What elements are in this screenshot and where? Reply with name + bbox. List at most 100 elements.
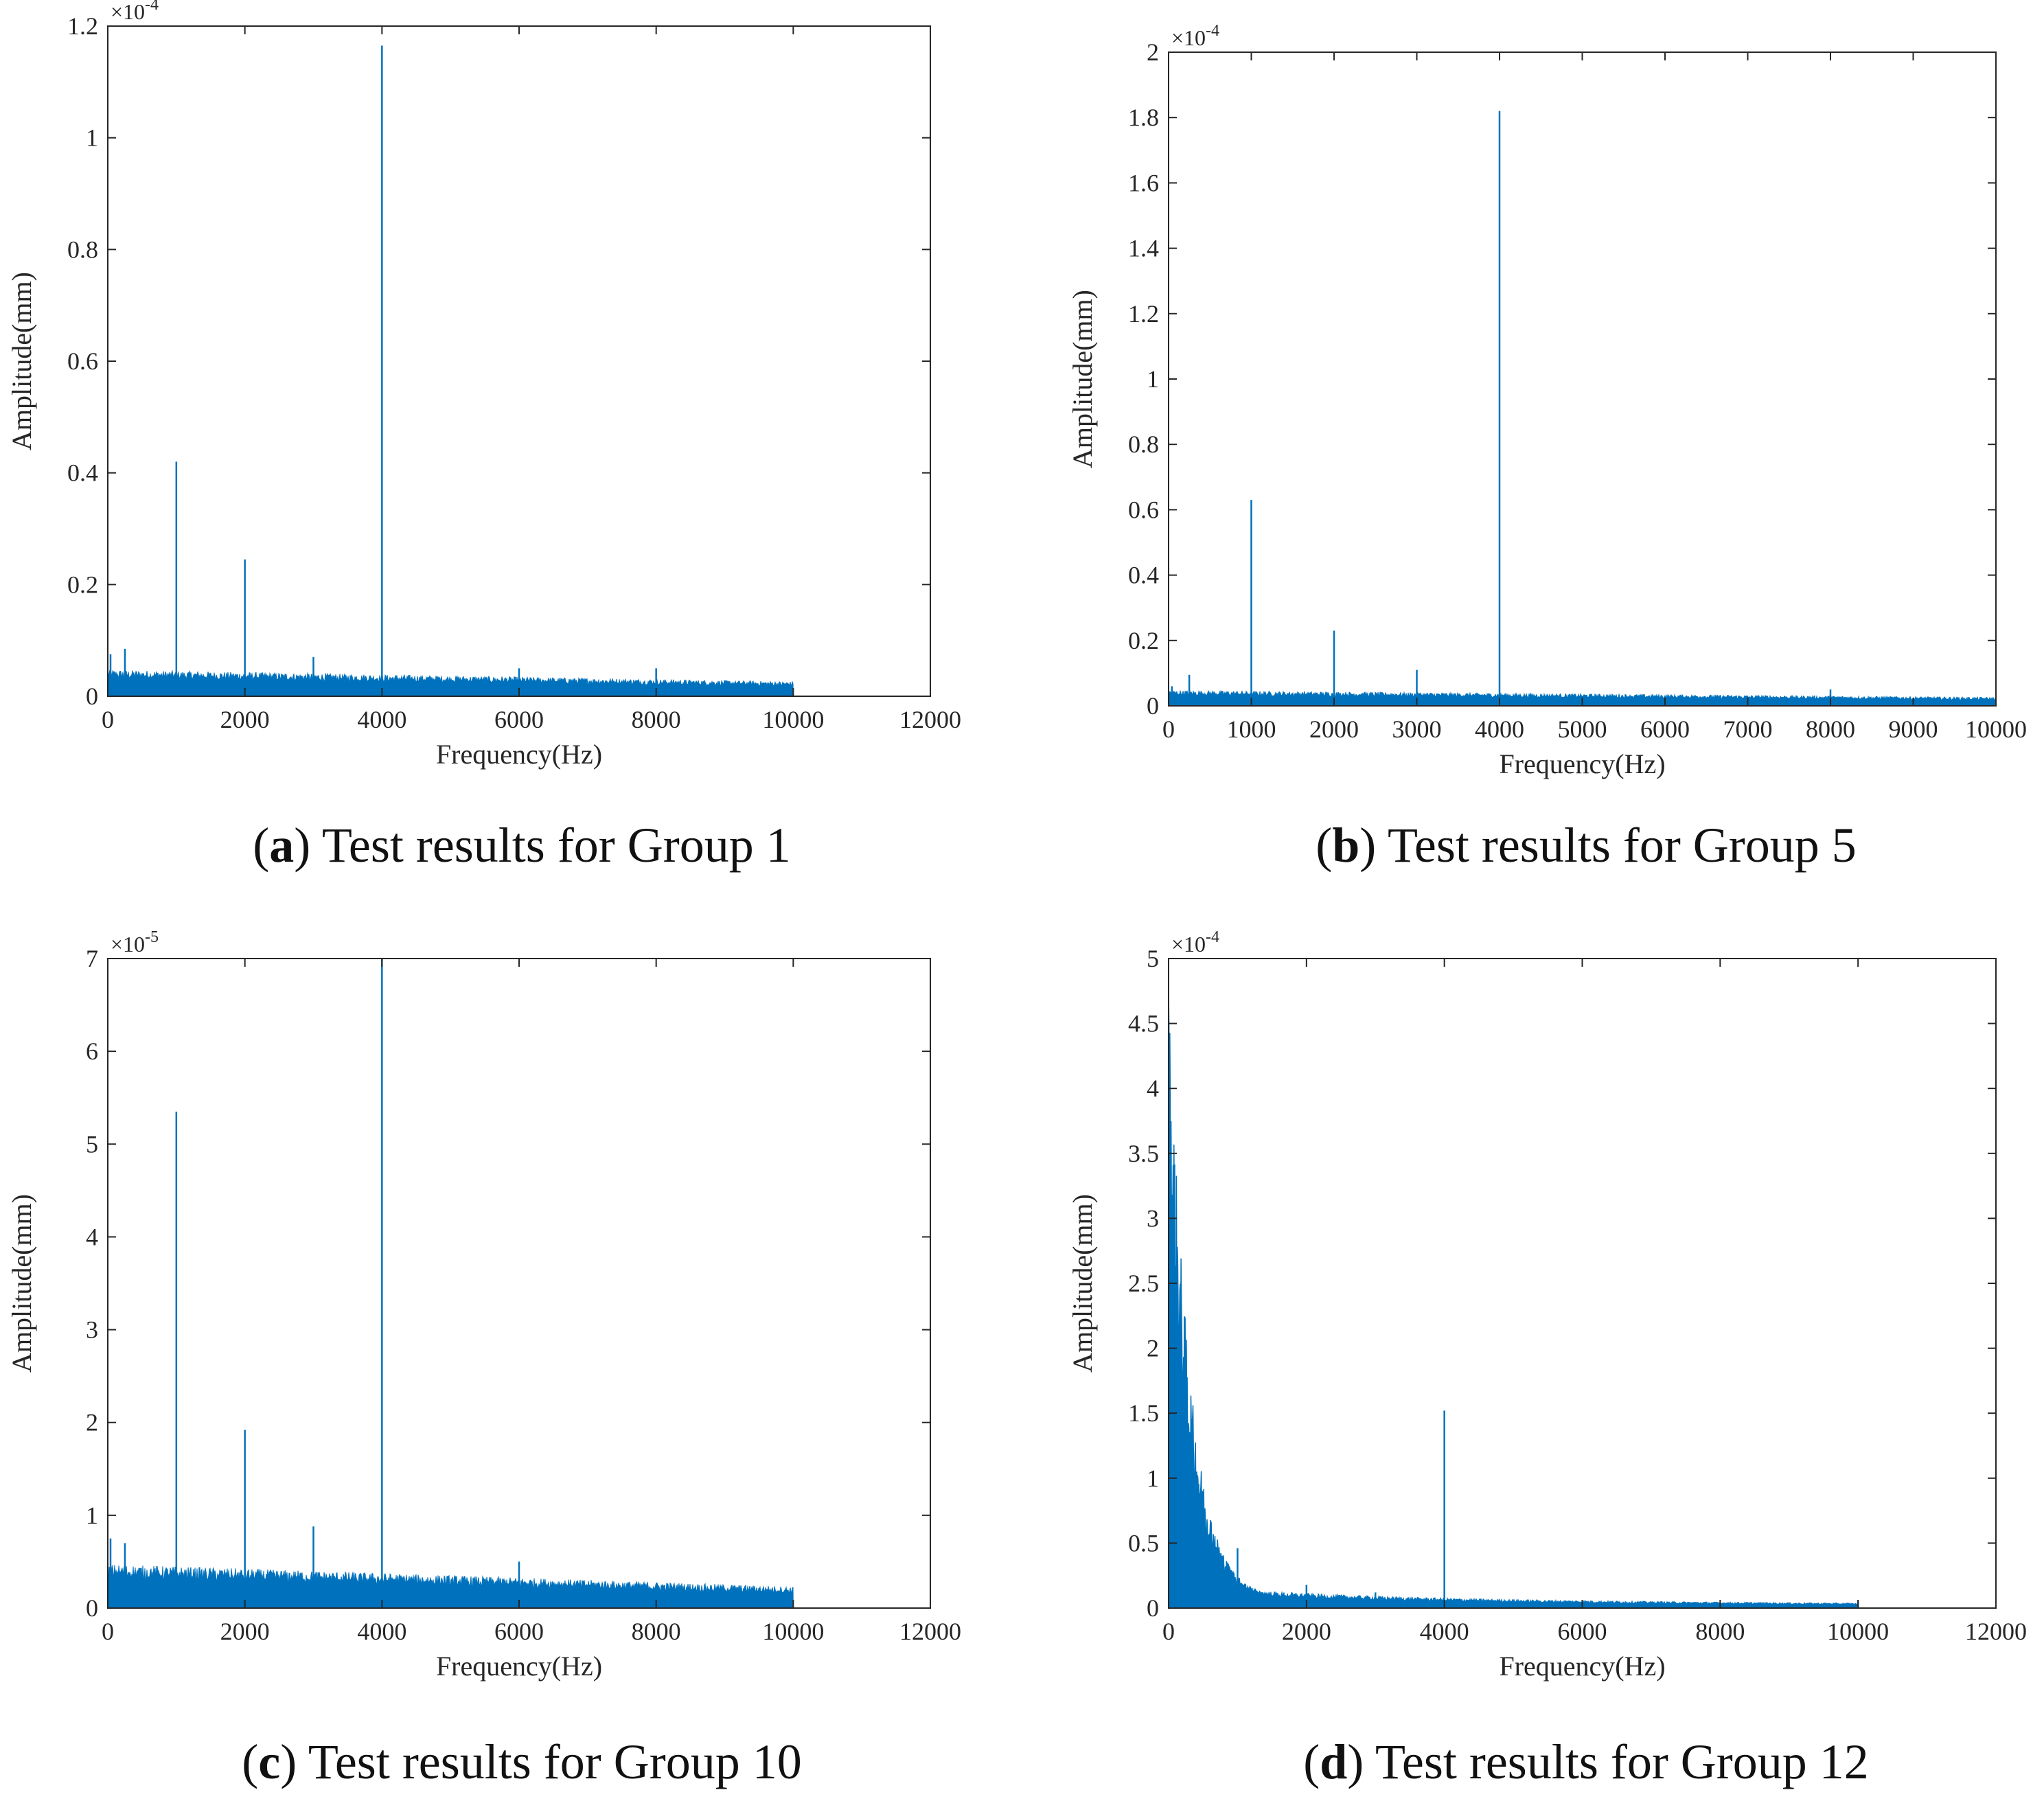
caption-a-label: a — [269, 818, 295, 873]
caption-c: (c) Test results for Group 10 — [242, 1734, 802, 1789]
panel-d-ytick-label: 3 — [1147, 1204, 1159, 1232]
panel-c-ytick-label: 3 — [86, 1316, 98, 1344]
panel-b-chart: 0 1000 2000 3000 4000 5000 6000 7000 8000 9000 100… — [1067, 22, 2027, 779]
panel-a-exponent-label: ×10-4 — [111, 0, 159, 24]
panel-d-ylabel: Amplitude(mm) — [1067, 1194, 1098, 1373]
panel-d-xlabel: Frequency(Hz) — [1499, 1651, 1665, 1682]
panel-a-ytick-label: 0.6 — [67, 347, 98, 375]
panel-c-ylabel: Amplitude(mm) — [6, 1194, 37, 1373]
panel-a-xtick-label: 4000 — [357, 706, 406, 733]
panel-c-noise-floor — [107, 1565, 794, 1609]
panel-b-ylabel: Amplitude(mm) — [1067, 290, 1098, 468]
panel-d-ytick-label: 4.5 — [1128, 1010, 1159, 1037]
panel-b-xtick-label: 9000 — [1889, 715, 1938, 743]
caption-d-text: Test results for Group 12 — [1375, 1734, 1869, 1789]
panel-b-xlabel: Frequency(Hz) — [1499, 748, 1665, 779]
panel-b-ytick-label: 1.4 — [1128, 235, 1159, 262]
panel-a-ytick-label: 0.2 — [67, 571, 98, 598]
panel-d-low-freq-response — [1168, 991, 1294, 1609]
panel-c-ytick-label: 2 — [86, 1409, 98, 1436]
panel-c-xtick-label: 4000 — [357, 1618, 406, 1645]
panel-c-xtick-label: 0 — [102, 1618, 114, 1645]
panel-c-xlabel: Frequency(Hz) — [436, 1651, 602, 1682]
panel-b-xtick-label: 6000 — [1640, 715, 1690, 743]
panel-b-xtick-label: 4000 — [1475, 715, 1524, 743]
panel-a-xtick-label: 2000 — [220, 706, 270, 733]
panel-b-xtick-label: 5000 — [1558, 715, 1607, 743]
caption-b-text: Test results for Group 5 — [1387, 818, 1857, 873]
panel-b-ytick-label: 1 — [1147, 365, 1159, 393]
panel-d-xtick-label: 6000 — [1558, 1618, 1607, 1645]
panel-b-xtick-label: 2000 — [1309, 715, 1359, 743]
panel-c-ytick-label: 7 — [86, 945, 98, 972]
panel-b-xtick-label: 0 — [1162, 715, 1175, 743]
caption-b: (b) Test results for Group 5 — [1316, 818, 1857, 873]
panel-b-ytick-label: 1.8 — [1128, 104, 1159, 131]
caption-a: (a) Test results for Group 1 — [253, 818, 791, 873]
panel-a-xtick-label: 12000 — [899, 706, 961, 733]
caption-a-text: Test results for Group 1 — [321, 818, 791, 873]
panel-a-ytick-label: 0.4 — [67, 459, 98, 487]
panel-c-ytick-label: 1 — [86, 1502, 98, 1529]
panel-b-ytick-label: 0.8 — [1128, 431, 1159, 458]
panel-d-chart: 0 2000 4000 6000 8000 10000 12000 0 0.5 1 1.5 2 2.5 3… — [1067, 928, 2027, 1682]
panel-c-xtick-label: 6000 — [494, 1618, 544, 1645]
panel-c-xtick-label: 12000 — [899, 1618, 961, 1645]
panel-d-exponent-label: ×10-4 — [1171, 928, 1219, 956]
panel-b-exponent-label: ×10-4 — [1171, 22, 1219, 50]
panel-b-xtick-label: 7000 — [1723, 715, 1773, 743]
panel-a-xtick-label: 10000 — [762, 706, 824, 733]
panel-c-xtick-label: 2000 — [220, 1618, 270, 1645]
panel-d-ytick-label: 1.5 — [1128, 1399, 1159, 1427]
panel-d-xtick-label: 4000 — [1420, 1618, 1469, 1645]
panel-a-xlabel: Frequency(Hz) — [436, 739, 602, 770]
panel-a-ytick-label: 0 — [86, 683, 98, 710]
panel-d-ytick-label: 0.5 — [1128, 1529, 1159, 1557]
panel-d-xtick-label: 12000 — [1965, 1618, 2027, 1645]
panel-c-exponent-label: ×10-5 — [111, 928, 159, 956]
panel-a-xtick-label: 0 — [102, 706, 114, 733]
panel-b-xtick-label: 10000 — [1965, 715, 2027, 743]
caption-c-label: c — [258, 1734, 281, 1789]
panel-d-ytick-label: 0 — [1147, 1594, 1159, 1622]
panel-a-xtick-label: 6000 — [494, 706, 544, 733]
panel-a-ytick-label: 0.8 — [67, 236, 98, 263]
panel-c-axes-box — [107, 958, 931, 1609]
panel-b-ytick-label: 0.2 — [1128, 627, 1159, 654]
panel-a-noise-floor — [107, 669, 794, 697]
panel-c-ytick-label: 6 — [86, 1037, 98, 1065]
panel-a-ytick-label: 1 — [86, 124, 98, 152]
panel-c-xtick-label: 8000 — [632, 1618, 681, 1645]
panel-b-xtick-label: 1000 — [1227, 715, 1276, 743]
caption-c-text: Test results for Group 10 — [308, 1734, 802, 1789]
panel-a-chart: 0 2000 4000 6000 8000 10000 12000 0 0.2 0.4 0.6 0.8… — [6, 0, 961, 770]
panel-d-ytick-label: 1 — [1147, 1465, 1159, 1492]
panel-d-xtick-label: 8000 — [1695, 1618, 1745, 1645]
panel-d-xtick-label: 2000 — [1282, 1618, 1331, 1645]
panel-d-ytick-label: 2 — [1147, 1335, 1159, 1362]
panel-d-ytick-label: 4 — [1147, 1075, 1159, 1102]
panel-c-xtick-label: 10000 — [762, 1618, 824, 1645]
panel-b-ytick-label: 1.2 — [1128, 300, 1159, 328]
panel-b-ytick-label: 1.6 — [1128, 169, 1159, 196]
panel-d-xtick-label: 0 — [1162, 1618, 1175, 1645]
panel-a-xtick-label: 8000 — [632, 706, 681, 733]
panel-d-ytick-label: 2.5 — [1128, 1270, 1159, 1297]
panel-b-ytick-label: 0.4 — [1128, 562, 1159, 589]
panel-b-xtick-label: 8000 — [1806, 715, 1855, 743]
panel-a-ytick-label: 1.2 — [67, 12, 98, 40]
panel-a-axes-box — [107, 25, 931, 697]
panel-b-ytick-label: 0 — [1147, 692, 1159, 720]
panel-b-ytick-label: 0.6 — [1128, 496, 1159, 523]
caption-d-label: d — [1320, 1734, 1348, 1789]
panel-c-ytick-label: 0 — [86, 1594, 98, 1622]
panel-c-ytick-label: 5 — [86, 1130, 98, 1158]
caption-d: (d) Test results for Group 12 — [1303, 1734, 1869, 1789]
panel-d-ytick-label: 5 — [1147, 945, 1159, 972]
panel-d-noise-floor — [1168, 1584, 1859, 1609]
panel-b-ytick-label: 2 — [1147, 38, 1159, 66]
panel-a-ylabel: Amplitude(mm) — [6, 272, 37, 450]
panel-d-ytick-label: 3.5 — [1128, 1140, 1159, 1167]
panel-d-xtick-label: 10000 — [1827, 1618, 1889, 1645]
